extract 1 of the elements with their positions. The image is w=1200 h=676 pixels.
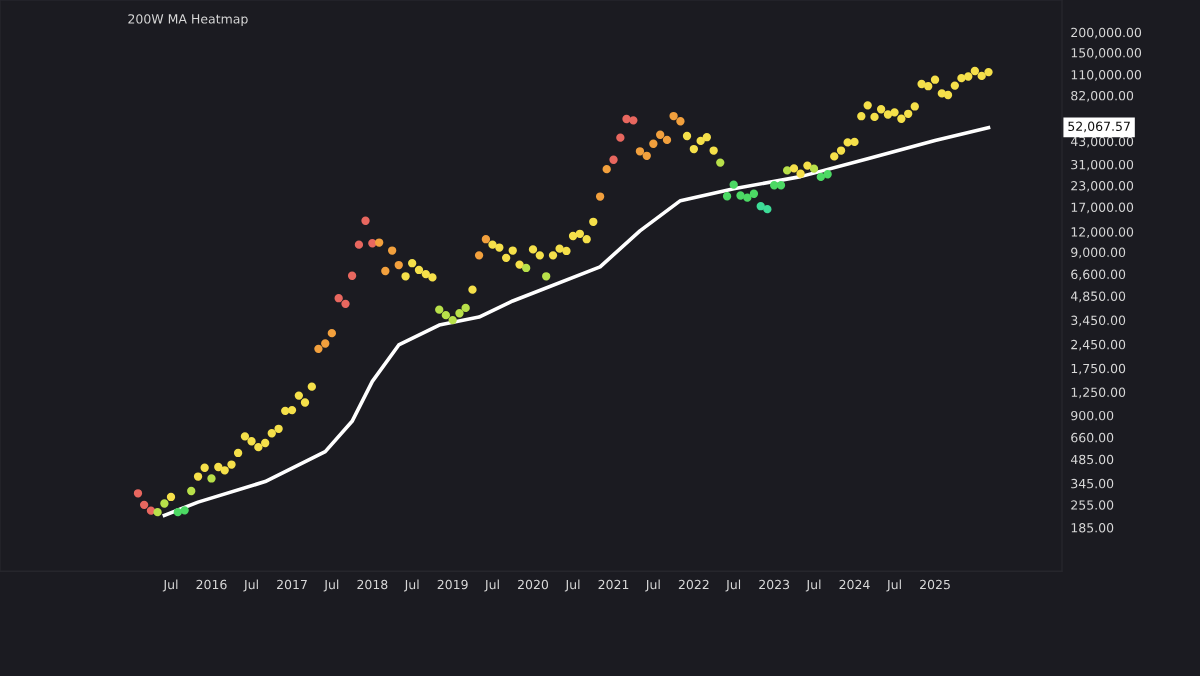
line-series: [162, 125, 991, 518]
